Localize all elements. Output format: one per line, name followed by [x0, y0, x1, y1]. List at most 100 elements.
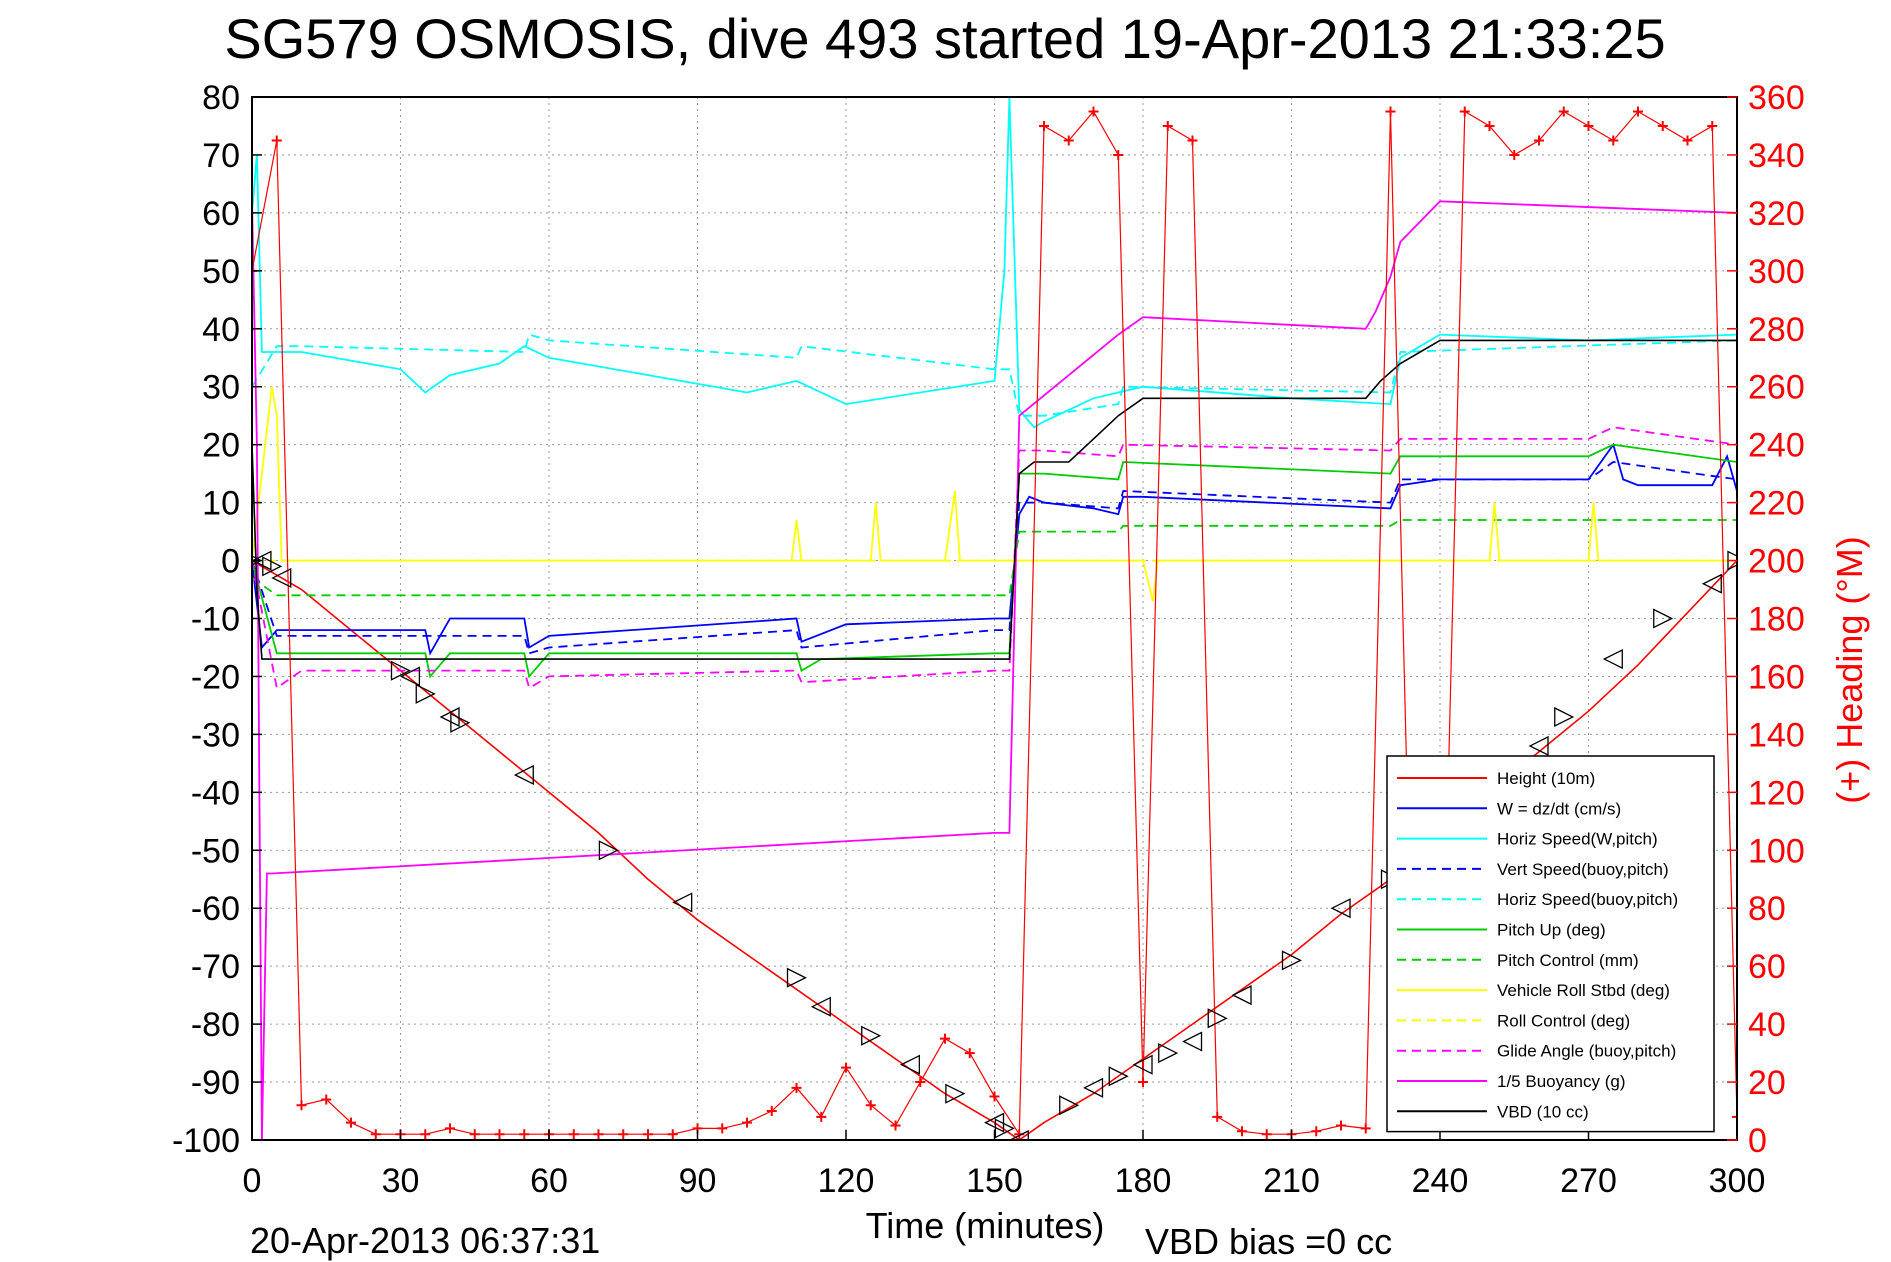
heading-point: [816, 1111, 827, 1122]
timestamp-label: 20-Apr-2013 06:37:31: [250, 1220, 600, 1261]
right-tick-label: 160: [1748, 658, 1805, 696]
heading-point: [1336, 1120, 1346, 1131]
dive-marker: [672, 892, 693, 913]
y-tick-label: 60: [202, 195, 240, 233]
dive-marker: [1231, 985, 1252, 1006]
legend-label: Pitch Up (deg): [1497, 921, 1606, 940]
heading-point: [1063, 135, 1074, 146]
y-tick-label: -60: [191, 890, 240, 928]
dive-marker: [861, 1025, 882, 1046]
heading-point: [1558, 106, 1569, 117]
series-horiz_buoy: [252, 333, 1737, 417]
legend-label: Vehicle Roll Stbd (deg): [1497, 981, 1670, 1000]
dive-marker: [1083, 1077, 1104, 1098]
dive-marker: [1108, 1066, 1129, 1087]
heading-point: [568, 1129, 579, 1140]
right-tick-label: 180: [1748, 601, 1805, 639]
vbd-bias-label: VBD bias =0 cc: [1145, 1221, 1392, 1262]
heading-point: [271, 135, 282, 146]
dive-marker: [1158, 1043, 1179, 1064]
right-tick-label: 20: [1748, 1064, 1786, 1102]
dive-marker: [262, 556, 283, 577]
dive-marker: [899, 1054, 920, 1075]
x-axis-label: Time (minutes): [866, 1205, 1105, 1246]
x-tick-label: 30: [382, 1162, 420, 1200]
y-tick-label: -30: [191, 716, 240, 754]
heading-point: [1484, 120, 1495, 131]
y-tick-label: -10: [191, 601, 240, 639]
heading-point: [1113, 149, 1124, 160]
right-tick-label: 260: [1748, 369, 1805, 407]
y-axis-ticks: 80 70 60 50 40 30 20 10 0 -10 -20 -30 -40 -50 -60 -70 -8…: [172, 79, 262, 1160]
dive-marker: [390, 660, 411, 681]
dive-marker: [439, 706, 460, 728]
legend-box: [1386, 755, 1715, 1133]
dive-marker: [1528, 735, 1549, 757]
dive-marker: [945, 1083, 966, 1104]
y-tick-label: -40: [191, 774, 240, 812]
heading-point: [989, 1091, 1000, 1102]
y-tick-label: -70: [191, 948, 240, 986]
x-tick-label: 180: [1115, 1162, 1172, 1200]
heading-point: [717, 1123, 728, 1134]
heading-point: [445, 1123, 455, 1134]
heading-point: [667, 1129, 678, 1140]
heading-point: [1212, 1111, 1223, 1122]
heading-point: [791, 1082, 802, 1093]
series-glide: [252, 426, 1737, 690]
series-pitch_ctl: [252, 519, 1737, 597]
heading-point: [1732, 1111, 1737, 1122]
right-tick-label: 340: [1748, 137, 1805, 175]
heading-point: [494, 1129, 505, 1140]
right-tick-label: 140: [1748, 716, 1805, 754]
series-buoy: [252, 200, 1737, 1140]
y-tick-label: 10: [202, 485, 240, 523]
right-tick-label: 240: [1748, 427, 1805, 465]
heading-point: [766, 1106, 777, 1117]
dive-marker: [415, 683, 436, 704]
heading-point: [1138, 1077, 1148, 1088]
x-tick-label: 0: [243, 1162, 262, 1200]
dive-marker: [1008, 1129, 1029, 1140]
chart-title: SG579 OSMOSIS, dive 493 started 19-Apr-2…: [224, 7, 1665, 70]
legend-label: 1/5 Buoyancy (g): [1497, 1072, 1626, 1091]
heading-point: [1039, 120, 1049, 131]
heading-point: [1633, 106, 1643, 117]
heading-point: [1657, 120, 1668, 131]
heading-point: [1385, 106, 1396, 117]
x-axis-ticks: 0 30 60 90 120 150 180 210 240 270 300: [243, 1130, 1765, 1200]
heading-point: [296, 1100, 307, 1111]
x-tick-label: 270: [1560, 1162, 1617, 1200]
dive-marker: [1182, 1031, 1203, 1052]
legend-label: Roll Control (deg): [1497, 1011, 1630, 1030]
heading-point: [346, 1117, 356, 1128]
legend-label: Pitch Control (mm): [1497, 951, 1639, 970]
dive-marker: [1330, 898, 1351, 919]
dive-marker: [1554, 706, 1575, 728]
heading-point: [1088, 106, 1099, 117]
heading-point: [1682, 135, 1693, 146]
right-tick-label: 300: [1748, 253, 1805, 291]
heading-point: [519, 1129, 530, 1140]
heading-point: [1261, 1129, 1272, 1140]
dive-marker: [252, 550, 272, 571]
dive-marker: [1059, 1095, 1080, 1116]
right-tick-label: 200: [1748, 543, 1805, 581]
dive-marker: [810, 996, 831, 1017]
y-tick-label: 20: [202, 427, 240, 465]
heading-point: [1187, 135, 1198, 146]
dive-marker: [1207, 1008, 1228, 1029]
dive-marker: [984, 1112, 1005, 1133]
heading-point: [370, 1129, 381, 1140]
legend-label: Horiz Speed(buoy,pitch): [1497, 890, 1678, 909]
y-tick-label: -20: [191, 658, 240, 696]
right-axis-label: (+) Heading (°M): [1829, 536, 1870, 803]
dive-marker: [1132, 1054, 1153, 1075]
series-vbd: [252, 339, 1737, 660]
y-tick-label: -80: [191, 1006, 240, 1044]
legend-label: Glide Angle (buoy,pitch): [1497, 1042, 1676, 1061]
y-tick-label: 50: [202, 253, 240, 291]
legend: Height (10m) W = dz/dt (cm/s) Horiz Speed(…: [1386, 755, 1715, 1133]
dive-marker: [1281, 950, 1302, 971]
